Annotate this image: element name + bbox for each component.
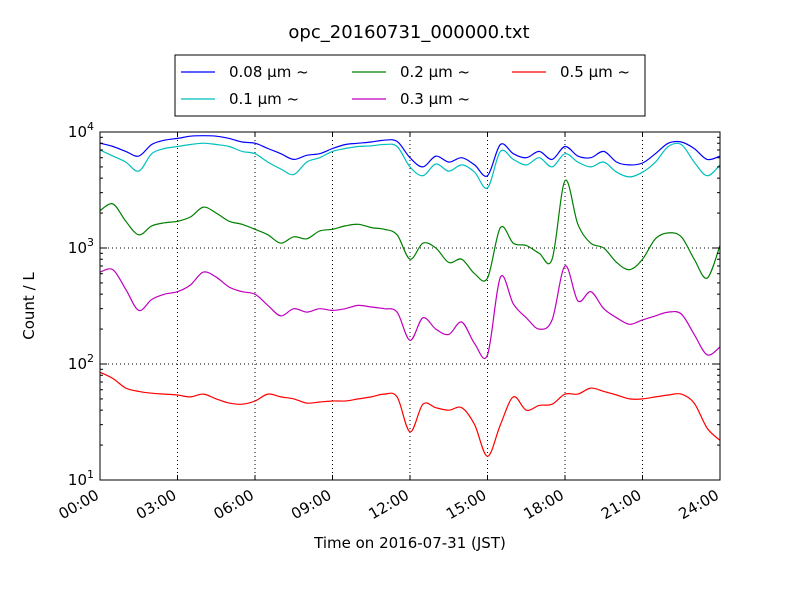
x-tick-label: 06:00 — [211, 486, 257, 523]
x-tick-label: 03:00 — [133, 486, 179, 523]
legend-label: 0.2 μm ~ — [400, 63, 470, 81]
y-tick-label: 101 — [68, 468, 94, 489]
x-tick-label: 24:00 — [676, 486, 722, 523]
legend-box — [174, 54, 646, 117]
series-lines — [99, 135, 721, 457]
legend-label: 0.08 μm ~ — [229, 63, 309, 81]
series-line-5 — [99, 371, 721, 457]
x-tick-label: 09:00 — [288, 486, 334, 523]
legend-label: 0.5 μm ~ — [560, 63, 630, 81]
x-tick-label: 18:00 — [521, 486, 567, 523]
series-line-2 — [99, 142, 721, 189]
x-tick-label: 00:00 — [56, 486, 102, 523]
series-line-4 — [99, 265, 721, 360]
chart-title: opc_20160731_000000.txt — [288, 22, 529, 43]
x-tick-label: 12:00 — [366, 486, 412, 523]
legend: 0.08 μm ~ 0.1 μm ~ 0.2 μm ~ 0.3 μm ~ 0.5 μm … — [174, 54, 646, 117]
y-tick-label: 104 — [68, 120, 94, 141]
legend-label: 0.1 μm ~ — [229, 90, 299, 108]
legend-label: 0.3 μm ~ — [400, 90, 470, 108]
series-line-3 — [99, 179, 721, 282]
y-axis-label: Count / L — [20, 272, 38, 340]
x-tick-label: 15:00 — [443, 486, 489, 523]
x-tick-label: 21:00 — [598, 486, 644, 523]
y-tick-label: 102 — [68, 352, 94, 373]
y-tick-label: 103 — [68, 236, 94, 257]
series-line-1 — [99, 135, 721, 177]
x-axis-label: Time on 2016-07-31 (JST) — [313, 534, 506, 552]
grid — [100, 132, 720, 480]
